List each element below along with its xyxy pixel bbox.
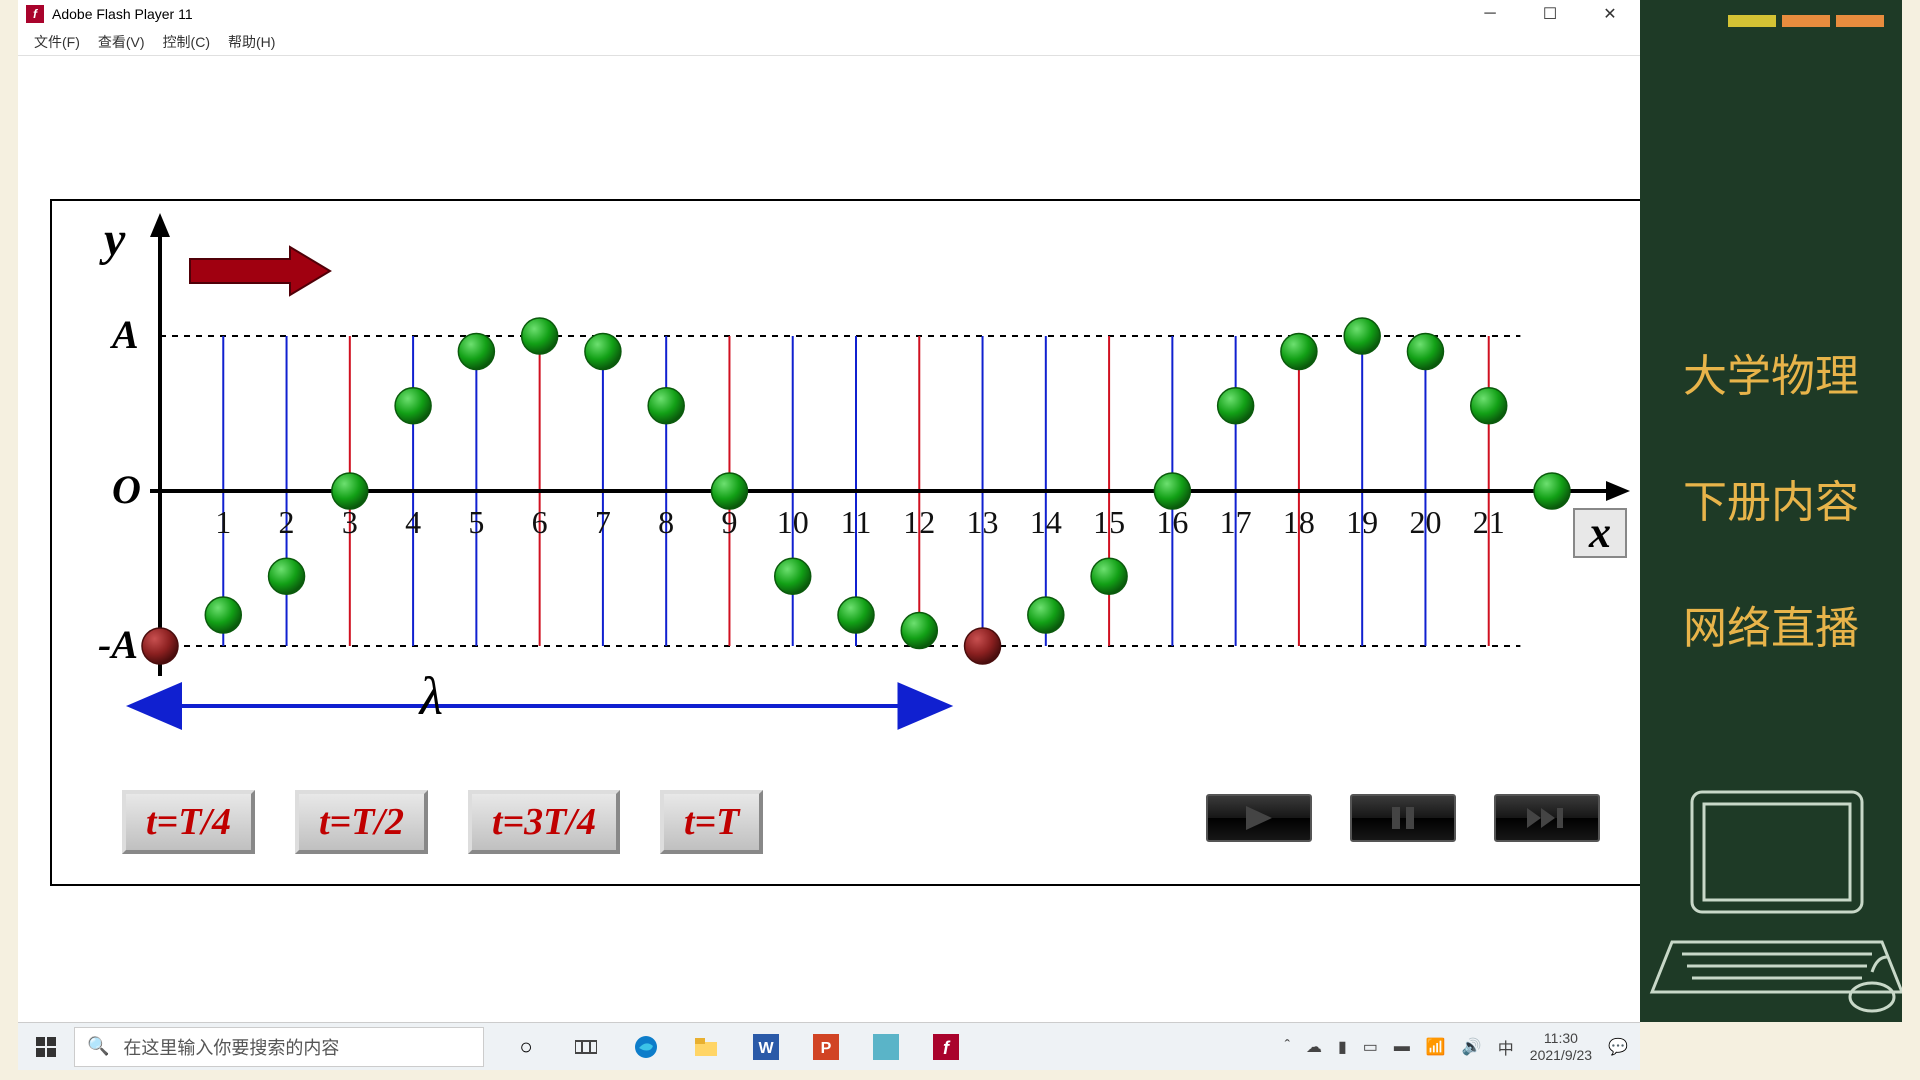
btn-t-three-quarter[interactable]: t=3T/4 [468,790,620,854]
svg-text:15: 15 [1093,504,1125,540]
maximize-button[interactable]: ☐ [1520,0,1580,28]
explorer-icon[interactable] [676,1023,736,1071]
svg-text:O: O [112,467,141,512]
svg-text:A: A [109,312,139,357]
skip-icon [1525,804,1569,832]
svg-text:2: 2 [279,504,295,540]
play-icon [1242,804,1276,832]
svg-text:y: y [99,213,126,266]
pause-icon [1386,804,1420,832]
svg-text:20: 20 [1409,504,1441,540]
flash-task-icon[interactable]: f [916,1023,976,1071]
btn-t-half[interactable]: t=T/2 [295,790,428,854]
app-window: f Adobe Flash Player 11 ─ ☐ ✕ 文件(F) 查看(V… [18,0,1640,1022]
btn-t-quarter[interactable]: t=T/4 [122,790,255,854]
cortana-icon[interactable]: ○ [496,1023,556,1071]
btn-t-full[interactable]: t=T [660,790,763,854]
svg-text:W: W [758,1040,774,1057]
volume-icon[interactable]: 🔊 [1462,1037,1482,1057]
titlebar: f Adobe Flash Player 11 ─ ☐ ✕ [18,0,1640,28]
tab-3[interactable] [1836,15,1884,27]
sidebar-line-1: 大学物理 [1683,340,1859,404]
menu-help[interactable]: 帮助(H) [228,32,275,52]
time-text: 11:30 [1530,1030,1592,1047]
svg-text:λ: λ [418,666,443,726]
svg-text:x: x [1588,508,1611,557]
svg-text:-A: -A [98,622,138,667]
svg-text:18: 18 [1283,504,1315,540]
svg-text:19: 19 [1346,504,1378,540]
clock[interactable]: 11:30 2021/9/23 [1530,1030,1592,1064]
powerpoint-icon[interactable]: P [796,1023,856,1071]
taskbar: 🔍 在这里输入你要搜索的内容 ○ W P f ˆ ☁ ▮ ▭ ▬ 📶 🔊 中 1… [18,1022,1640,1070]
app-icon[interactable] [856,1023,916,1071]
tab-2[interactable] [1782,15,1830,27]
svg-text:7: 7 [595,504,611,540]
ime-indicator[interactable]: 中 [1498,1035,1514,1059]
flash-icon: f [26,5,44,23]
svg-text:4: 4 [405,504,421,540]
minimize-button[interactable]: ─ [1460,0,1520,28]
sidebar-text: 大学物理 下册内容 网络直播 [1640,340,1902,656]
menu-view[interactable]: 查看(V) [98,32,145,52]
pause-button[interactable] [1350,794,1456,842]
svg-text:1: 1 [215,504,231,540]
search-icon: 🔍 [87,1036,109,1057]
menu-control[interactable]: 控制(C) [163,32,210,52]
close-button[interactable]: ✕ [1580,0,1640,28]
time-buttons: t=T/4 t=T/2 t=3T/4 t=T [122,790,763,854]
meet-icon[interactable]: ▭ [1363,1037,1378,1057]
wifi-icon[interactable]: 📶 [1426,1037,1446,1057]
window-title: Adobe Flash Player 11 [52,6,193,22]
onedrive-icon[interactable]: ☁ [1306,1037,1322,1057]
menubar: 文件(F) 查看(V) 控制(C) 帮助(H) [18,28,1640,56]
svg-text:12: 12 [903,504,935,540]
sidebar: 大学物理 下册内容 网络直播 [1640,0,1902,1022]
sidebar-tabs [1728,15,1884,27]
playback-controls [1206,794,1600,842]
play-button[interactable] [1206,794,1312,842]
svg-text:11: 11 [841,504,872,540]
skip-button[interactable] [1494,794,1600,842]
svg-text:13: 13 [967,504,999,540]
svg-text:21: 21 [1473,504,1505,540]
svg-text:P: P [821,1040,832,1057]
svg-text:14: 14 [1030,504,1062,540]
search-placeholder: 在这里输入你要搜索的内容 [123,1034,339,1060]
battery-icon[interactable]: ▬ [1394,1038,1410,1056]
svg-text:8: 8 [658,504,674,540]
sidebar-line-3: 网络直播 [1683,592,1859,656]
tray-usb-icon[interactable]: ▮ [1338,1037,1347,1057]
word-icon[interactable]: W [736,1023,796,1071]
svg-text:17: 17 [1220,504,1252,540]
date-text: 2021/9/23 [1530,1047,1592,1064]
tab-1[interactable] [1728,15,1776,27]
system-tray: ˆ ☁ ▮ ▭ ▬ 📶 🔊 中 11:30 2021/9/23 💬 [1285,1030,1640,1064]
svg-text:6: 6 [532,504,548,540]
wave-chart: 123456789101112131415161718192021AO-Ayxλ… [50,199,1642,886]
tray-chevron-icon[interactable]: ˆ [1285,1038,1290,1056]
windows-icon [36,1037,56,1057]
svg-text:10: 10 [777,504,809,540]
sidebar-line-2: 下册内容 [1683,466,1859,530]
svg-text:5: 5 [468,504,484,540]
notifications-icon[interactable]: 💬 [1608,1037,1628,1057]
menu-file[interactable]: 文件(F) [34,32,80,52]
task-icons: ○ W P f [496,1023,976,1070]
edge-icon[interactable] [616,1023,676,1071]
start-button[interactable] [18,1023,74,1071]
search-box[interactable]: 🔍 在这里输入你要搜索的内容 [74,1027,484,1067]
laptop-sketch-icon [1642,762,1902,1022]
taskview-icon[interactable] [556,1023,616,1071]
